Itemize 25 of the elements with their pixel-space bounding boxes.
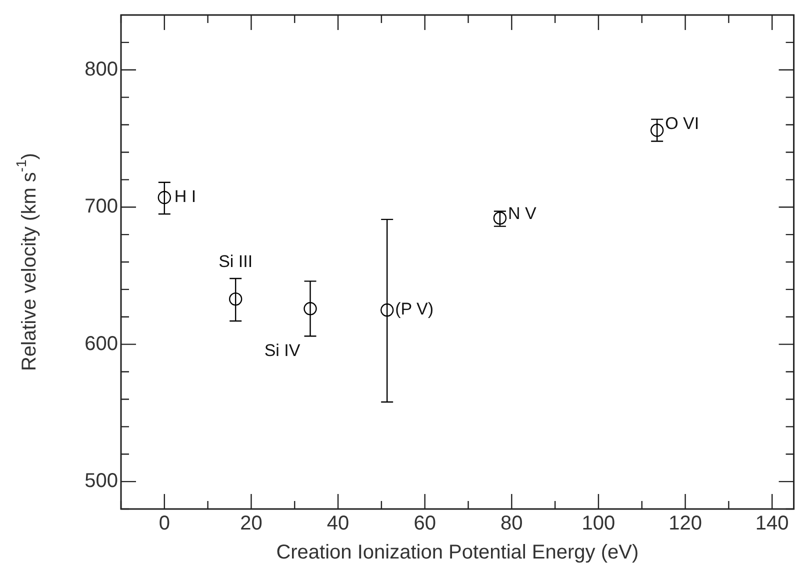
- x-tick-label: 60: [414, 512, 436, 535]
- annotation: Si III: [218, 252, 253, 272]
- x-tick-label: 120: [668, 512, 702, 535]
- y-axis-title: Relative velocity (km s-1): [12, 152, 41, 372]
- y-tick-label: 700: [84, 196, 118, 218]
- annotation: (P V): [395, 300, 434, 319]
- x-tick-label: 140: [755, 512, 789, 535]
- y-tick-label: 800: [84, 58, 118, 80]
- x-axis-title: Creation Ionization Potential Energy (eV): [276, 542, 639, 564]
- point: [304, 302, 317, 316]
- point: [650, 124, 664, 137]
- point: [228, 292, 242, 306]
- annotation: H I: [174, 187, 196, 206]
- point: [380, 303, 394, 317]
- x-tick-label: 40: [326, 512, 350, 535]
- x-tick-label: 20: [240, 512, 262, 535]
- y-tick-label: 500: [84, 470, 118, 492]
- x-tick-label: 80: [500, 512, 523, 535]
- x-tick-label: 100: [582, 512, 616, 535]
- y-tick-label: 600: [84, 332, 118, 355]
- annotation: N V: [508, 204, 537, 223]
- annotation: Si IV: [264, 340, 301, 360]
- annotation: O VI: [665, 114, 700, 133]
- x-tick-label: 0: [158, 512, 170, 535]
- point: [158, 190, 172, 204]
